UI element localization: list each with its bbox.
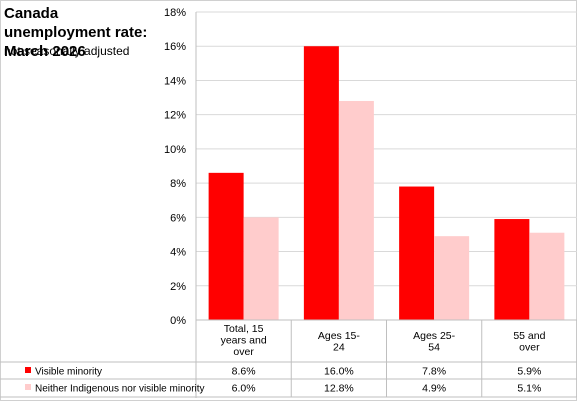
y-tick-label: 6%: [170, 212, 186, 224]
y-tick-label: 0%: [170, 315, 186, 327]
data-value: 4.9%: [422, 383, 446, 395]
bar-visible-minority-1: [303, 46, 339, 320]
y-tick-label: 8%: [170, 178, 186, 190]
bar-visible-minority-3: [494, 219, 530, 320]
category-label: 54: [428, 342, 440, 354]
category-label: Ages 25-: [413, 330, 456, 342]
category-label: over: [519, 342, 540, 354]
y-tick-label: 14%: [164, 75, 186, 87]
legend-key-visible-minority: [25, 367, 31, 373]
bar-visible-minority-2: [399, 186, 435, 320]
data-value: 6.0%: [232, 383, 256, 395]
data-value: 8.6%: [232, 366, 256, 378]
y-tick-label: 4%: [170, 247, 186, 259]
category-label: 55 and: [513, 330, 545, 342]
chart-subtitle: not seasonally adjusted: [4, 44, 130, 58]
y-tick-label: 16%: [164, 41, 186, 53]
legend-key-neither: [25, 384, 31, 390]
chart-title: Canada unemployment rate: March 2026: [4, 5, 148, 60]
legend-label: Neither Indigenous nor visible minority: [35, 384, 205, 395]
bar-visible-minority-0: [208, 172, 244, 320]
data-value: 7.8%: [422, 366, 446, 378]
category-label: years and: [221, 335, 267, 347]
category-label: over: [233, 346, 254, 358]
legend-label: Visible minority: [35, 367, 102, 378]
data-value: 5.9%: [517, 366, 541, 378]
data-value: 5.1%: [517, 383, 541, 395]
bar-neither-3: [529, 232, 565, 320]
y-axis: 0% 2% 4% 6% 8% 10% 12% 14% 16% 18%: [164, 7, 197, 398]
y-tick-label: 2%: [170, 281, 186, 293]
bars: [208, 46, 565, 320]
y-tick-label: 12%: [164, 110, 186, 122]
bar-neither-2: [434, 236, 470, 320]
data-value: 12.8%: [324, 383, 354, 395]
category-label: Total, 15: [224, 323, 264, 335]
bar-neither-0: [243, 217, 279, 320]
bar-neither-1: [338, 100, 374, 320]
y-tick-label: 18%: [164, 7, 186, 19]
category-label: 24: [333, 342, 345, 354]
y-tick-label: 10%: [164, 144, 186, 156]
data-value: 16.0%: [324, 366, 354, 378]
category-label: Ages 15-: [318, 330, 361, 342]
